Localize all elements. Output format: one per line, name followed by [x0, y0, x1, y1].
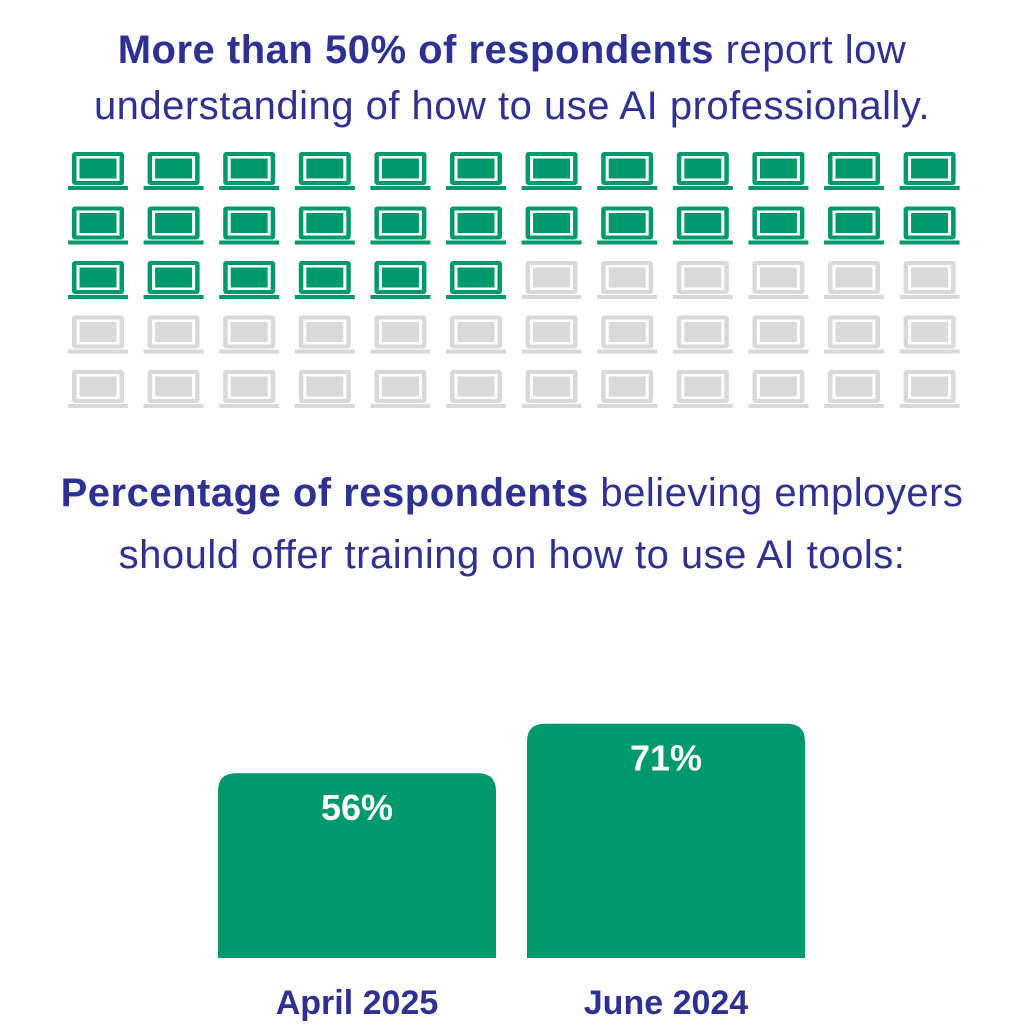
bar-value-label: 56%: [321, 787, 393, 828]
bar-category-label: June 2024: [584, 984, 749, 1022]
headline-low-understanding: More than 50% of respondents report low …: [0, 22, 1024, 134]
headline-rest: report low understanding of how to use A…: [93, 28, 931, 128]
headline-bold: More than 50% of respondents: [117, 28, 715, 72]
headline-bold: Percentage of respondents: [60, 471, 589, 515]
headline-rest: believing employers should offer trainin…: [118, 471, 964, 577]
bar-2: [527, 723, 805, 958]
bar-category-label: April 2025: [276, 984, 439, 1022]
bar-value-label: 71%: [630, 738, 702, 779]
headline-training: Percentage of respondents believing empl…: [0, 462, 1024, 586]
bar-1: [218, 773, 496, 958]
